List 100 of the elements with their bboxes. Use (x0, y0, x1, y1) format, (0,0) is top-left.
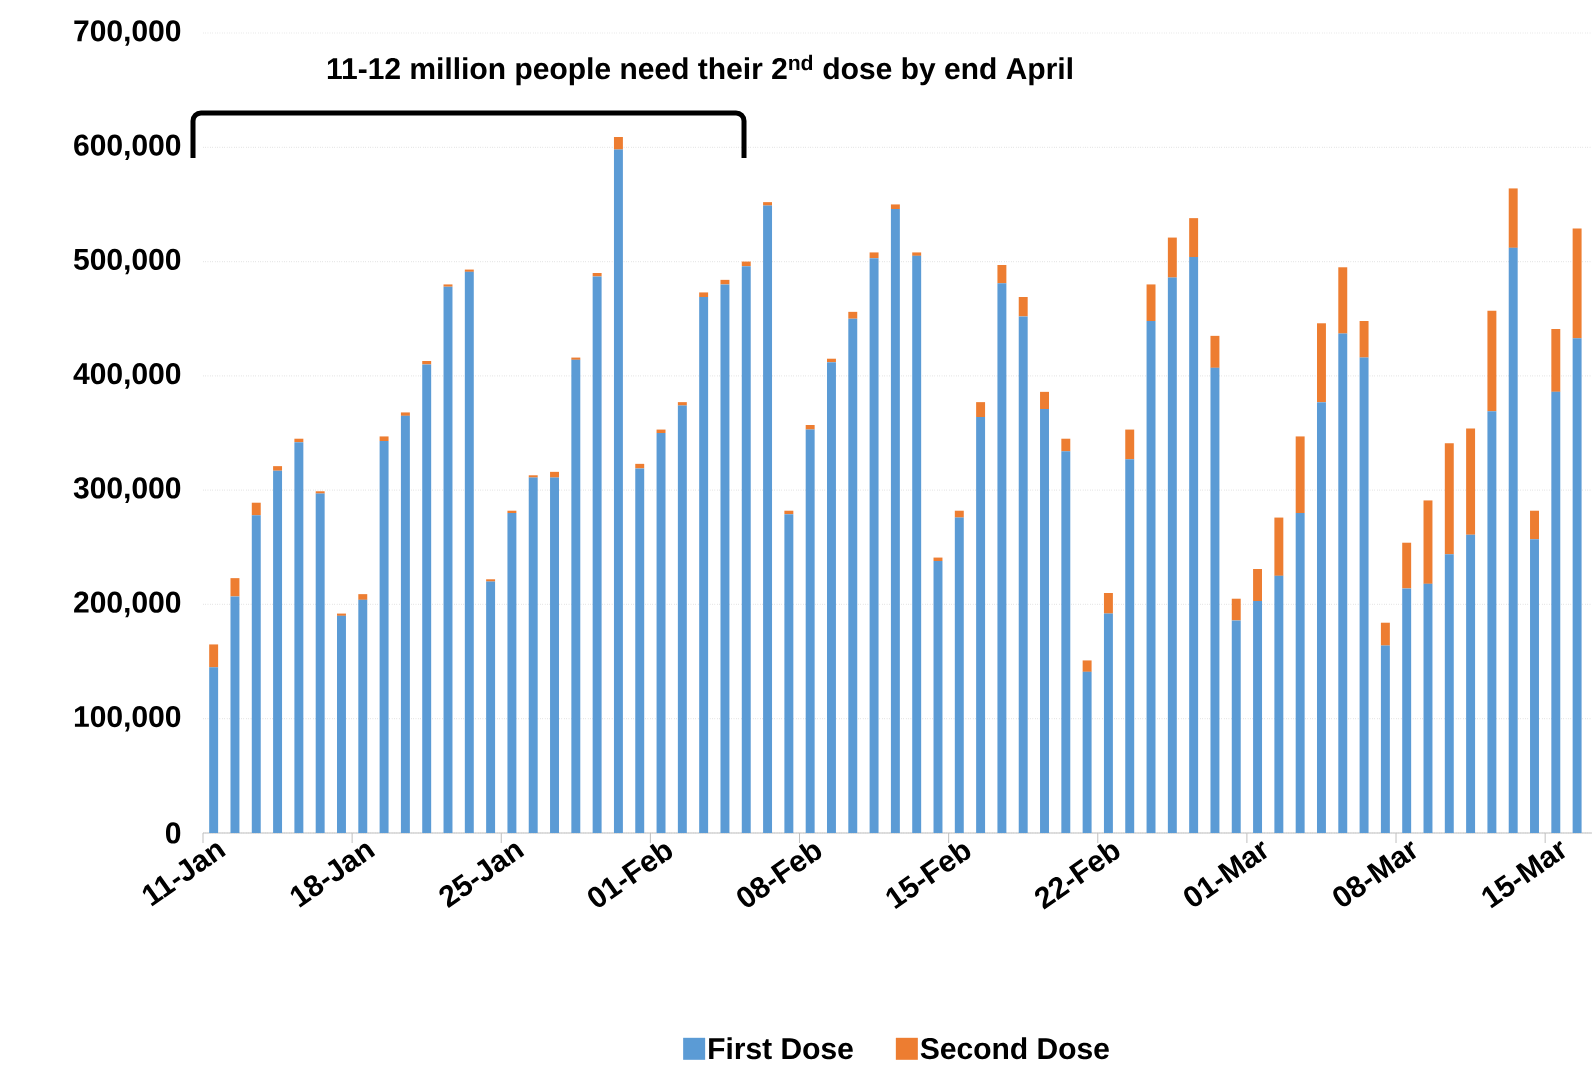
bar (379, 436, 389, 441)
bar (528, 477, 538, 833)
bar (912, 252, 922, 256)
bar (827, 362, 836, 833)
bar (571, 359, 581, 833)
bar (337, 615, 346, 833)
bar (699, 292, 709, 297)
y-tick-label: 200,000 (74, 591, 181, 618)
bar (1530, 510, 1539, 540)
bar (1018, 297, 1028, 317)
y-tick-label: 100,000 (74, 705, 181, 732)
bar (1125, 429, 1135, 460)
bar (464, 269, 474, 272)
bar (677, 402, 687, 406)
bar (251, 502, 261, 516)
bar (1508, 188, 1518, 248)
bar (1231, 598, 1241, 621)
bar (507, 510, 517, 513)
bar (443, 284, 453, 287)
bar (1444, 443, 1454, 555)
bar (1487, 310, 1497, 412)
y-tick-label: 0 (165, 822, 181, 844)
bar (550, 471, 559, 478)
y-tick-label: 400,000 (73, 363, 181, 389)
bar (1338, 333, 1348, 833)
bar (1487, 411, 1497, 833)
bar (1316, 323, 1326, 403)
bar (422, 364, 432, 833)
bar (890, 208, 900, 833)
bar (550, 477, 559, 833)
bar (1040, 409, 1049, 833)
bar (1295, 436, 1305, 513)
bar (209, 644, 219, 668)
bar (273, 466, 283, 471)
bar (1103, 613, 1113, 833)
bar (656, 433, 666, 833)
bar (337, 613, 346, 616)
bar (315, 491, 325, 494)
bar (1423, 500, 1433, 584)
bar (1231, 620, 1241, 833)
bar (1103, 593, 1113, 614)
bar (1274, 575, 1284, 833)
bar (1274, 517, 1284, 576)
bar (464, 271, 474, 833)
bar (1253, 601, 1263, 833)
bar (890, 204, 900, 209)
bar (1466, 428, 1476, 535)
bar (1359, 357, 1369, 833)
bar (507, 513, 517, 833)
bar (699, 297, 709, 833)
bar (1082, 660, 1092, 672)
y-tick-label: 700,000 (74, 20, 181, 46)
bar (1508, 247, 1518, 833)
bar (1189, 218, 1199, 257)
bar (1253, 569, 1263, 601)
bar (294, 442, 304, 833)
bar (976, 417, 986, 833)
bar (1380, 622, 1390, 646)
bar (784, 514, 794, 833)
bar (1210, 367, 1220, 833)
bar (677, 405, 687, 833)
bar (1125, 459, 1135, 833)
bar (954, 510, 964, 518)
bar (869, 258, 879, 833)
bar (805, 429, 815, 833)
bar (230, 578, 240, 597)
bar (1402, 588, 1412, 833)
bar (1295, 513, 1305, 833)
bar (1146, 284, 1156, 321)
bar (912, 255, 922, 833)
bar (613, 136, 623, 150)
bar (1359, 321, 1369, 358)
y-tick-label: 500,000 (73, 248, 181, 275)
bar (273, 470, 283, 833)
bar (1061, 451, 1071, 833)
bar (976, 402, 986, 417)
bar (1572, 338, 1582, 833)
bar (1402, 542, 1412, 589)
bar (528, 475, 538, 478)
bar (1466, 534, 1476, 833)
bar (251, 515, 261, 833)
bar (1040, 391, 1049, 409)
bar (1551, 329, 1561, 392)
bar (1082, 671, 1092, 833)
bar (358, 599, 368, 833)
bar (954, 517, 964, 833)
bar (741, 266, 751, 833)
bar (763, 202, 773, 206)
bar (848, 318, 858, 833)
y-tick-label: 600,000 (74, 134, 181, 161)
bar (379, 441, 389, 833)
bar (1551, 391, 1561, 833)
bar (1018, 316, 1028, 833)
bar (1189, 256, 1199, 833)
bar (571, 357, 581, 360)
bar (997, 264, 1007, 284)
bar (763, 205, 773, 833)
bar (1530, 539, 1539, 833)
bar (230, 596, 240, 833)
bar (1146, 321, 1156, 833)
